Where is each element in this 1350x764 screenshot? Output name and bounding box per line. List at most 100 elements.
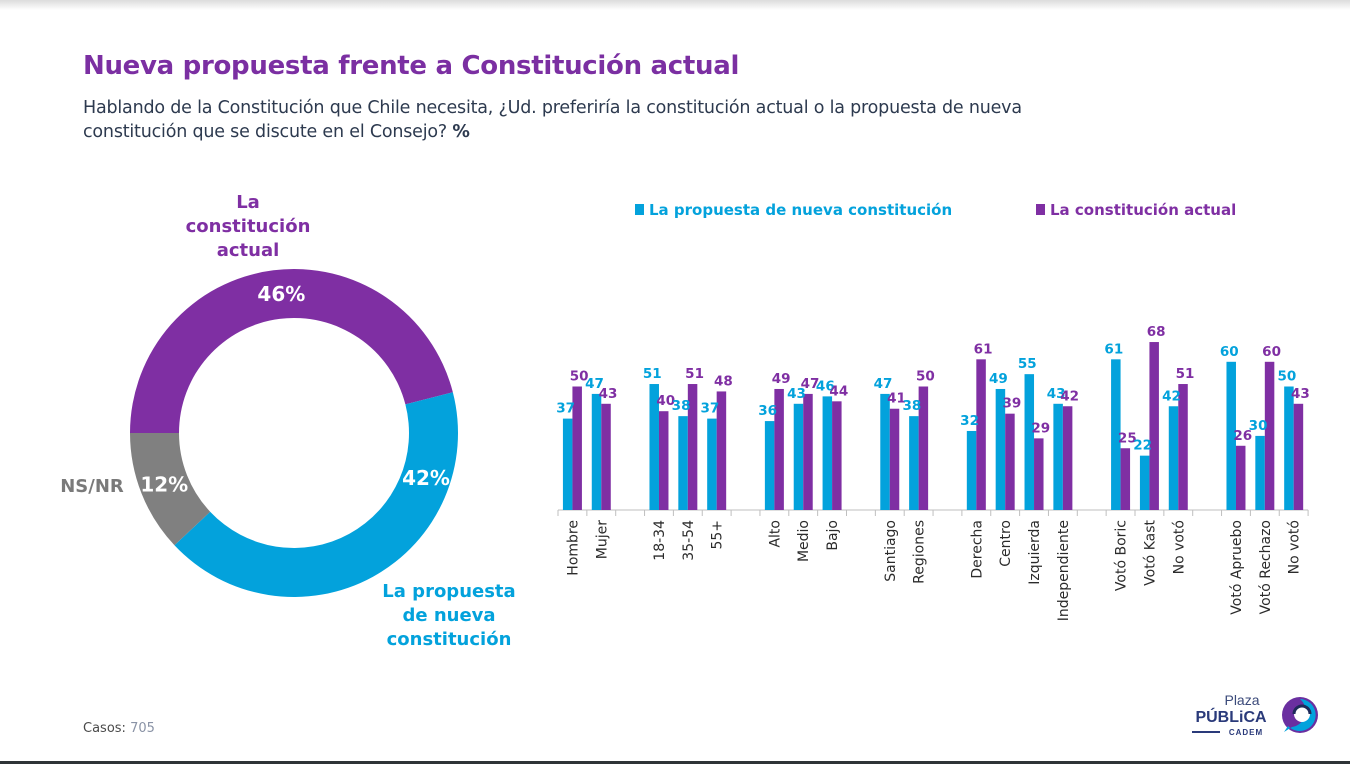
bar-label-propuesta: 42 bbox=[1162, 388, 1181, 404]
category-group: 60 26 Votó Apruebo bbox=[1220, 344, 1252, 615]
category-group: 22 68 Votó Kast bbox=[1133, 324, 1165, 586]
donut-percent-label: 46% bbox=[257, 282, 305, 306]
bar-actual bbox=[658, 411, 669, 510]
donut-slice bbox=[130, 269, 453, 433]
bar-label-actual: 48 bbox=[714, 373, 733, 389]
plaza-publica-cadem-logo: Plaza PÚBLiCA CADEM bbox=[1192, 692, 1318, 737]
bar-label-actual: 50 bbox=[916, 369, 935, 385]
bar-label-propuesta: 46 bbox=[816, 378, 835, 394]
donut-slice bbox=[130, 433, 211, 546]
bar-label-propuesta: 61 bbox=[1104, 341, 1123, 357]
x-tick-label: Alto bbox=[767, 520, 783, 548]
x-tick-label: 55+ bbox=[710, 520, 726, 550]
category-group: 38 50 Regiones bbox=[902, 369, 934, 584]
x-tick-label: Votó Rechazo bbox=[1258, 520, 1274, 614]
x-tick-label: Votó Boric bbox=[1114, 520, 1130, 591]
bar-label-actual: 43 bbox=[599, 386, 618, 402]
x-tick-label: 35-54 bbox=[681, 520, 697, 561]
donut-category-label: NS/NR bbox=[60, 476, 124, 497]
bar-label-actual: 25 bbox=[1118, 430, 1137, 446]
donut-percent-label: 42% bbox=[402, 466, 450, 490]
bar-label-actual: 47 bbox=[801, 376, 820, 392]
x-tick-label: Regiones bbox=[912, 520, 928, 584]
subtitle-unit: % bbox=[452, 122, 470, 142]
donut-category-label: La propuesta de nueva constitución bbox=[382, 581, 515, 650]
donut-slice bbox=[174, 392, 458, 597]
bar-label-propuesta: 37 bbox=[556, 401, 575, 417]
bar-label-actual: 26 bbox=[1233, 428, 1252, 444]
bar-propuesta bbox=[793, 403, 804, 510]
chart-legend: La propuesta de nueva constitución La con… bbox=[635, 201, 1236, 219]
donut-category-label-line: actual bbox=[217, 240, 280, 261]
speech-bubble-icon bbox=[1282, 697, 1318, 733]
bar-label-actual: 43 bbox=[1291, 386, 1310, 402]
bar-label-propuesta: 49 bbox=[989, 371, 1008, 387]
bar-label-actual: 49 bbox=[772, 371, 791, 387]
x-tick-label: 18-34 bbox=[652, 520, 668, 561]
bar-propuesta bbox=[649, 384, 659, 510]
x-tick-label: Izquierda bbox=[1027, 520, 1043, 585]
bar-propuesta bbox=[909, 416, 919, 510]
category-group: 55 29 Izquierda bbox=[1018, 356, 1050, 585]
bar-actual bbox=[1034, 438, 1044, 510]
x-tick-label: Independiente bbox=[1056, 520, 1072, 621]
page-subtitle: Hablando de la Constitución que Chile ne… bbox=[83, 96, 1083, 144]
bar-label-propuesta: 30 bbox=[1249, 418, 1268, 434]
legend-swatch bbox=[635, 204, 644, 215]
page-title: Nueva propuesta frente a Constitución ac… bbox=[83, 51, 740, 81]
x-tick-label: Mujer bbox=[594, 520, 610, 559]
bar-actual bbox=[803, 393, 813, 510]
bar-label-propuesta: 36 bbox=[758, 403, 777, 419]
bar-label-propuesta: 60 bbox=[1220, 344, 1239, 360]
bar-label-actual: 51 bbox=[1176, 366, 1195, 382]
bar-actual bbox=[601, 403, 611, 510]
bar-label-actual: 41 bbox=[887, 391, 906, 407]
bar-propuesta bbox=[707, 418, 717, 510]
legend-label: La constitución actual bbox=[1050, 201, 1236, 219]
bar-label-propuesta: 38 bbox=[902, 398, 921, 414]
category-group: 42 51 No votó bbox=[1162, 366, 1194, 574]
top-shadow bbox=[0, 0, 1350, 10]
bar-propuesta bbox=[591, 393, 602, 510]
donut-percent-label: 12% bbox=[140, 472, 188, 496]
donut-category-label-line: constitución bbox=[387, 629, 512, 650]
category-group: 49 39 Centro bbox=[989, 371, 1021, 567]
donut-category-label-line: La bbox=[236, 192, 260, 213]
bar-actual bbox=[1149, 342, 1159, 510]
bar-actual bbox=[889, 408, 900, 510]
bar-label-actual: 51 bbox=[685, 366, 704, 382]
bar-label-propuesta: 51 bbox=[643, 366, 662, 382]
category-group: 36 49 Alto bbox=[758, 371, 790, 548]
bar-actual bbox=[716, 391, 727, 510]
x-tick-label: Votó Kast bbox=[1142, 519, 1158, 585]
donut-category-label-line: NS/NR bbox=[60, 476, 124, 497]
legend-item: La constitución actual bbox=[1036, 201, 1236, 219]
bottom-bar bbox=[0, 761, 1350, 764]
x-tick-label: Centro bbox=[998, 520, 1014, 567]
bar-label-actual: 44 bbox=[829, 383, 848, 399]
sample-size: Casos: 705 bbox=[83, 721, 155, 736]
donut-chart: 46% La constitución actual 42% La propuesta de… bbox=[60, 192, 515, 650]
x-tick-label: No votó bbox=[1171, 520, 1187, 574]
cases-value: 705 bbox=[130, 721, 155, 736]
x-tick-label: Votó Apruebo bbox=[1229, 520, 1245, 615]
bar-propuesta bbox=[678, 416, 688, 510]
donut-category-label-line: La propuesta bbox=[382, 581, 515, 602]
bar-label-actual: 29 bbox=[1031, 420, 1050, 436]
bar-actual bbox=[1005, 413, 1015, 510]
bar-propuesta bbox=[995, 388, 1006, 510]
category-group: 37 50 Hombre bbox=[556, 369, 588, 576]
donut-category-label: La constitución actual bbox=[186, 192, 311, 261]
donut-category-label-line: constitución bbox=[186, 216, 311, 237]
bar-label-propuesta: 32 bbox=[960, 413, 979, 429]
bar-actual bbox=[832, 401, 842, 510]
bar-propuesta bbox=[1284, 386, 1294, 510]
bar-propuesta bbox=[1255, 435, 1265, 510]
bar-label-propuesta: 43 bbox=[787, 386, 806, 402]
cases-label: Casos bbox=[83, 721, 122, 736]
bar-actual bbox=[1293, 403, 1304, 510]
